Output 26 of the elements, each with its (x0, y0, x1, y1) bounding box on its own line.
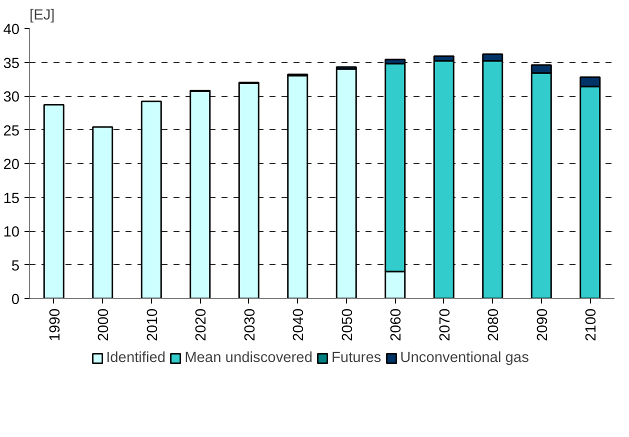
x-tick-label: 2040 (291, 308, 308, 342)
x-tick-label: 2070 (437, 308, 454, 342)
y-tick-label: 40 (3, 22, 20, 38)
x-tick-label: 2100 (584, 308, 600, 342)
legend-label: Futures (331, 350, 382, 366)
legend-label: Identified (106, 350, 166, 366)
x-tick-label: 2060 (388, 308, 405, 342)
x-tick-label: 2080 (486, 308, 502, 342)
x-tick-label: 2000 (96, 308, 112, 342)
y-tick-label: 15 (3, 190, 20, 207)
y-tick-label: 10 (3, 224, 20, 240)
y-axis-title: [EJ] (30, 8, 55, 24)
x-tick-label: 2020 (194, 308, 210, 342)
legend-label: Mean undiscovered (184, 350, 312, 366)
y-tick-label: 0 (11, 292, 20, 308)
y-tick-label: 35 (3, 56, 20, 72)
y-tick-label: 25 (3, 123, 20, 140)
x-tick-label: 2090 (534, 308, 551, 342)
y-tick-label: 30 (3, 90, 20, 106)
x-tick-label: 2030 (242, 308, 258, 342)
y-tick-label: 5 (11, 258, 20, 274)
x-tick-label: 1990 (47, 308, 64, 342)
x-tick-label: 2050 (340, 308, 356, 342)
legend-label: Unconventional gas (400, 350, 529, 366)
x-tick-label: 2010 (144, 308, 161, 342)
y-tick-label: 20 (3, 157, 20, 173)
